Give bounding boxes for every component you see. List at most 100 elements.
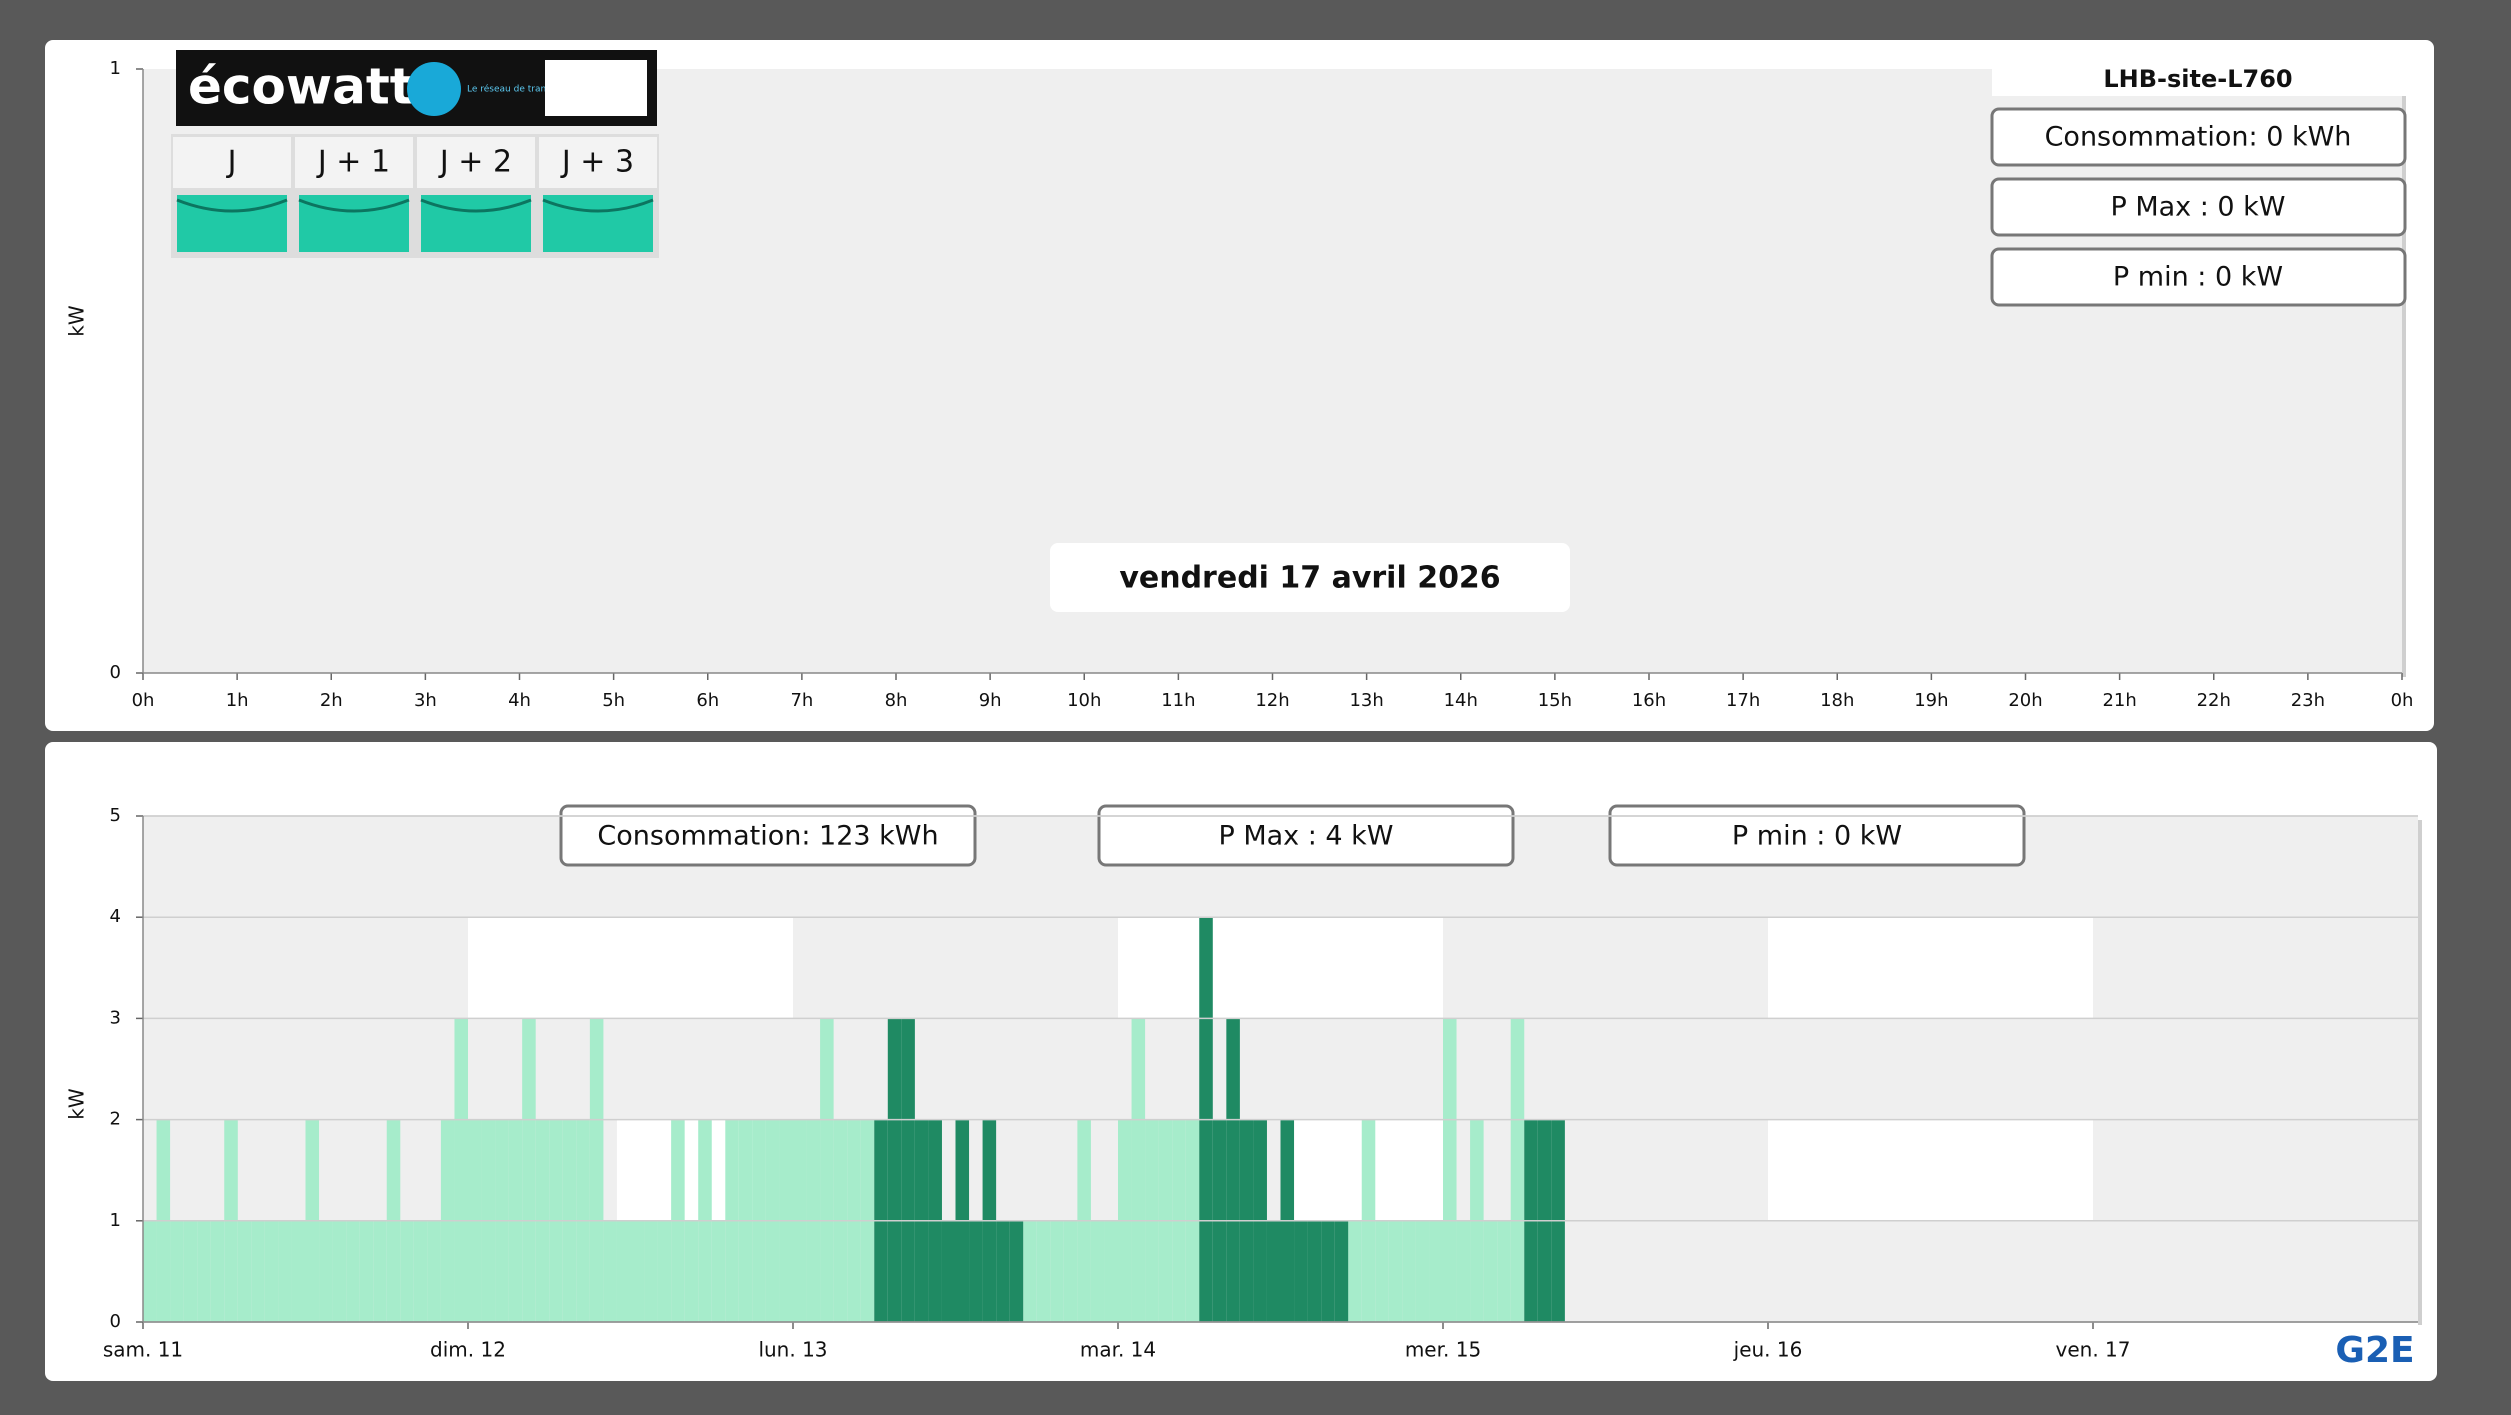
bar — [427, 1220, 441, 1322]
bar — [1510, 1018, 1525, 1322]
bar — [1497, 1220, 1511, 1322]
bar — [346, 1220, 360, 1322]
bar — [1334, 1220, 1349, 1322]
stat-label: P min : 0 kW — [2113, 262, 2283, 293]
x-tick-label: 1h — [226, 690, 249, 711]
stat-label: P min : 0 kW — [1732, 821, 1902, 852]
bar — [373, 1220, 387, 1322]
x-tick-label: 14h — [1444, 690, 1478, 711]
bar — [1402, 1220, 1416, 1322]
plot-shadow — [2402, 73, 2406, 677]
stat-box — [559, 804, 977, 867]
bar — [264, 1220, 279, 1322]
day-wave — [420, 198, 532, 213]
stat-box — [1990, 247, 2407, 307]
x-tick-label: 11h — [1161, 690, 1195, 711]
x-tick-label: 15h — [1538, 690, 1572, 711]
bar — [1443, 1018, 1457, 1322]
bar — [1023, 1220, 1037, 1322]
bar — [1321, 1220, 1335, 1322]
bar — [1456, 1220, 1471, 1322]
y-tick-label: 1 — [110, 1210, 121, 1231]
bar — [1375, 1220, 1389, 1322]
day-header — [173, 137, 291, 188]
band — [1768, 1119, 2093, 1221]
x-tick-label: 0h — [2391, 690, 2414, 711]
bar — [603, 1220, 617, 1322]
y-tick-label: 0 — [110, 1311, 121, 1332]
bar — [711, 1220, 726, 1322]
bar — [630, 1220, 645, 1322]
bar — [1036, 1220, 1051, 1322]
day-signal — [177, 195, 287, 252]
bar — [454, 1018, 468, 1322]
chart-top: 0h 1h 2h 3h 4h 5h 6h 7h 8h 9h 10h 11h 12h 13h 14h 15h 16… — [65, 50, 2414, 711]
plot-shadow — [2418, 820, 2422, 1326]
y-tick-label: 5 — [110, 805, 121, 826]
y-tick-label: 1 — [110, 58, 121, 79]
bar — [319, 1220, 333, 1322]
stat-label: P Max : 4 kW — [1218, 821, 1393, 852]
bar — [1415, 1220, 1430, 1322]
bar — [522, 1018, 536, 1322]
day-signal — [421, 195, 531, 252]
bar — [413, 1220, 428, 1322]
y-tick-label: 3 — [110, 1007, 121, 1028]
y-tick-label: 4 — [110, 906, 121, 927]
x-tick-label: 7h — [790, 690, 813, 711]
x-tick-label: 8h — [885, 690, 908, 711]
x-tick-label: 23h — [2291, 690, 2325, 711]
day-wave — [176, 198, 288, 213]
stat-label: Consommation: 123 kWh — [597, 821, 938, 852]
x-tick-label: 4h — [508, 690, 531, 711]
bar — [1009, 1220, 1024, 1322]
y-tick-label: 0 — [110, 662, 121, 683]
bar — [1090, 1220, 1105, 1322]
bar — [1131, 1018, 1146, 1322]
day-label: J + 3 — [560, 145, 634, 180]
bar — [1104, 1220, 1118, 1322]
stat-label: P Max : 0 kW — [2110, 192, 2285, 223]
stat-box — [1990, 107, 2407, 167]
y-axis-label: kW — [65, 1088, 89, 1120]
bar — [996, 1220, 1010, 1322]
bar — [1483, 1220, 1498, 1322]
x-tick-label: sam. 11 — [103, 1338, 183, 1362]
y-tick-label: 2 — [110, 1109, 121, 1130]
band — [1768, 917, 2093, 1019]
bar — [359, 1220, 374, 1322]
bar — [887, 1018, 902, 1322]
day-signal — [299, 195, 409, 252]
bar — [1266, 1220, 1281, 1322]
band — [468, 917, 793, 1019]
bar — [684, 1220, 699, 1322]
site-label: LHB-site-L760 — [2103, 65, 2292, 93]
bar — [332, 1220, 347, 1322]
x-tick-label: 17h — [1726, 690, 1760, 711]
logo-box — [2325, 1325, 2431, 1377]
x-tick-label: lun. 13 — [758, 1338, 827, 1362]
bar — [278, 1220, 292, 1322]
bar — [143, 1220, 157, 1322]
bar — [170, 1220, 184, 1322]
bar — [941, 1220, 956, 1322]
stat-box — [1990, 177, 2407, 237]
x-tick-label: 9h — [979, 690, 1002, 711]
site-box — [1992, 62, 2407, 96]
x-tick-label: 10h — [1067, 690, 1101, 711]
bar — [1226, 1018, 1240, 1322]
date-box — [1050, 543, 1570, 612]
stat-box — [1097, 804, 1515, 867]
y-axis-label: kW — [65, 305, 89, 337]
x-tick-label: 22h — [2197, 690, 2231, 711]
bar — [1348, 1220, 1362, 1322]
republique-logo — [545, 60, 647, 116]
day-wave — [542, 198, 654, 213]
bar — [400, 1220, 414, 1322]
day-header — [539, 137, 657, 188]
x-tick-label: ven. 17 — [2056, 1338, 2131, 1362]
x-tick-label: 13h — [1349, 690, 1383, 711]
stat-box — [1608, 804, 2026, 867]
bar — [291, 1220, 306, 1322]
